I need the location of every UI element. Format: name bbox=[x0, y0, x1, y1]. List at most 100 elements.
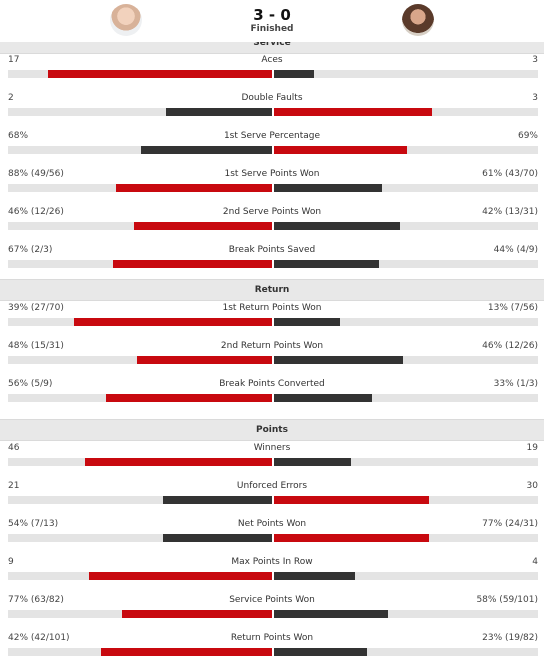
away-bar-track bbox=[274, 70, 538, 78]
home-bar-track bbox=[8, 648, 272, 656]
stat-name: Break Points Converted bbox=[219, 379, 325, 389]
home-value: 39% (27/70) bbox=[8, 303, 64, 313]
stat-row: 42% (42/101) Return Points Won 23% (19/82) bbox=[0, 631, 544, 661]
home-bar-fill bbox=[85, 458, 272, 466]
away-bar-track bbox=[274, 572, 538, 580]
match-status: Finished bbox=[250, 24, 294, 34]
home-bar-fill bbox=[141, 146, 272, 154]
away-bar-fill bbox=[274, 108, 432, 116]
home-value: 77% (63/82) bbox=[8, 595, 64, 605]
stat-name: Net Points Won bbox=[237, 519, 307, 529]
stat-name: Break Points Saved bbox=[228, 245, 316, 255]
home-bar-fill bbox=[163, 534, 272, 542]
away-bar-fill bbox=[274, 534, 429, 542]
home-bar-track bbox=[8, 318, 272, 326]
home-value: 2 bbox=[8, 93, 14, 103]
stat-name: 1st Serve Percentage bbox=[223, 131, 321, 141]
away-value: 44% (4/9) bbox=[493, 245, 538, 255]
home-bar-fill bbox=[122, 610, 272, 618]
away-value: 46% (12/26) bbox=[482, 341, 538, 351]
home-bar-fill bbox=[166, 108, 272, 116]
away-bar-fill bbox=[274, 356, 403, 364]
home-value: 67% (2/3) bbox=[8, 245, 53, 255]
away-bar-fill bbox=[274, 70, 314, 78]
home-bar-fill bbox=[74, 318, 272, 326]
stat-row: 54% (7/13) Net Points Won 77% (24/31) bbox=[0, 517, 544, 553]
home-bar-track bbox=[8, 356, 272, 364]
away-value: 13% (7/56) bbox=[487, 303, 538, 313]
away-value: 69% bbox=[517, 131, 538, 141]
home-value: 68% bbox=[8, 131, 29, 141]
home-value: 88% (49/56) bbox=[8, 169, 64, 179]
home-bar-track bbox=[8, 108, 272, 116]
away-bar-track bbox=[274, 458, 538, 466]
home-bar-fill bbox=[116, 184, 272, 192]
stat-row: 56% (5/9) Break Points Converted 33% (1/3) bbox=[0, 377, 544, 413]
stat-row: 21 Unforced Errors 30 bbox=[0, 479, 544, 515]
home-value: 54% (7/13) bbox=[8, 519, 59, 529]
away-bar-fill bbox=[274, 394, 372, 402]
away-bar-fill bbox=[274, 260, 379, 268]
stat-row: 88% (49/56) 1st Serve Points Won 61% (43/7… bbox=[0, 167, 544, 203]
away-bar-fill bbox=[274, 648, 367, 656]
home-value: 46 bbox=[8, 443, 20, 453]
stat-name: Aces bbox=[261, 55, 283, 65]
away-bar-fill bbox=[274, 572, 355, 580]
stat-row: 68% 1st Serve Percentage 69% bbox=[0, 129, 544, 165]
away-value: 77% (24/31) bbox=[482, 519, 538, 529]
away-bar-track bbox=[274, 184, 538, 192]
away-bar-track bbox=[274, 222, 538, 230]
home-bar-fill bbox=[48, 70, 272, 78]
stat-row: 9 Max Points In Row 4 bbox=[0, 555, 544, 591]
home-bar-fill bbox=[163, 496, 272, 504]
away-bar-track bbox=[274, 108, 538, 116]
stat-row: 67% (2/3) Break Points Saved 44% (4/9) bbox=[0, 243, 544, 279]
stat-name: Max Points In Row bbox=[231, 557, 313, 567]
away-bar-fill bbox=[274, 610, 388, 618]
away-bar-track bbox=[274, 394, 538, 402]
stat-name: Unforced Errors bbox=[236, 481, 308, 491]
away-value: 42% (13/31) bbox=[482, 207, 538, 217]
away-bar-track bbox=[274, 146, 538, 154]
stat-name: 2nd Return Points Won bbox=[220, 341, 324, 351]
home-bar-fill bbox=[106, 394, 272, 402]
stat-name: Service Points Won bbox=[229, 595, 315, 605]
home-bar-track bbox=[8, 458, 272, 466]
home-bar-fill bbox=[134, 222, 272, 230]
stat-name: 1st Serve Points Won bbox=[224, 169, 320, 179]
home-bar-fill bbox=[113, 260, 272, 268]
home-bar-fill bbox=[89, 572, 272, 580]
away-value: 23% (19/82) bbox=[482, 633, 538, 643]
home-bar-track bbox=[8, 496, 272, 504]
home-bar-fill bbox=[137, 356, 272, 364]
stat-row: 39% (27/70) 1st Return Points Won 13% (7/5… bbox=[0, 301, 544, 337]
away-value: 3 bbox=[532, 93, 538, 103]
away-bar-track bbox=[274, 648, 538, 656]
away-bar-fill bbox=[274, 222, 400, 230]
away-value: 4 bbox=[532, 557, 538, 567]
section-header-points: Points bbox=[0, 419, 544, 441]
home-value: 21 bbox=[8, 481, 20, 491]
away-value: 61% (43/70) bbox=[482, 169, 538, 179]
home-value: 9 bbox=[8, 557, 14, 567]
away-player-avatar[interactable] bbox=[402, 4, 434, 36]
home-player-avatar[interactable] bbox=[110, 4, 142, 36]
away-value: 3 bbox=[532, 55, 538, 65]
home-bar-track bbox=[8, 610, 272, 618]
match-score: 3 - 0 bbox=[253, 6, 291, 24]
home-value: 17 bbox=[8, 55, 20, 65]
stat-row: 2 Double Faults 3 bbox=[0, 91, 544, 127]
home-bar-fill bbox=[101, 648, 272, 656]
stat-name: Double Faults bbox=[241, 93, 303, 103]
stat-name: 1st Return Points Won bbox=[222, 303, 322, 313]
home-bar-track bbox=[8, 184, 272, 192]
match-header: 3 - 0 Finished bbox=[0, 0, 544, 42]
stat-row: 77% (63/82) Service Points Won 58% (59/101… bbox=[0, 593, 544, 629]
home-bar-track bbox=[8, 70, 272, 78]
stat-name: 2nd Serve Points Won bbox=[222, 207, 322, 217]
away-bar-fill bbox=[274, 318, 340, 326]
away-bar-fill bbox=[274, 458, 351, 466]
home-bar-track bbox=[8, 394, 272, 402]
home-bar-track bbox=[8, 572, 272, 580]
home-value: 46% (12/26) bbox=[8, 207, 64, 217]
